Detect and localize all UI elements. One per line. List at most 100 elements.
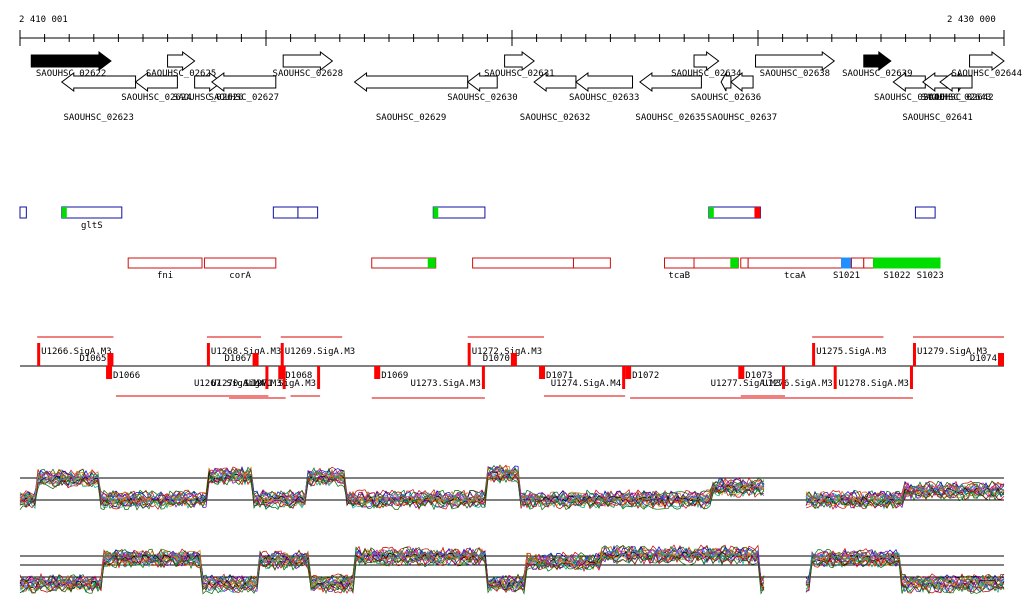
expression-trace [805, 557, 1005, 594]
terminator-marker [625, 366, 632, 379]
transcript-label: U1267.SigA.M4 [194, 379, 264, 389]
transcript-label: U1269.SigA.M3 [285, 347, 355, 357]
gene-arrow [693, 51, 720, 71]
gene-label: SAOUHSC_02627 [209, 93, 279, 103]
blue-feature-box [297, 206, 319, 219]
red-feature-label: S1021 [833, 271, 860, 281]
transcript-label: D1073 [745, 371, 772, 381]
green-marker [427, 258, 436, 268]
blue-feature-box [432, 206, 486, 219]
gene-arrow [939, 72, 973, 92]
gene-label: SAOUHSC_02636 [691, 93, 761, 103]
red-feature-box [203, 257, 277, 269]
expression-trace [805, 484, 1005, 506]
blue-feature-box [708, 206, 761, 219]
gene-label: SAOUHSC_02638 [760, 69, 830, 79]
red-feature-box [747, 257, 843, 269]
blue-feature-label: gltS [81, 221, 103, 231]
promoter-marker [833, 366, 837, 389]
red-feature-track: fni corA tcaB tcaA S1021 S1022 S1023 [127, 257, 944, 281]
gene-arrow [863, 51, 892, 71]
gene-arrow [194, 72, 223, 92]
gene-label: SAOUHSC_02622 [36, 69, 106, 79]
gene-label: SAOUHSC_02626 [173, 93, 243, 103]
gene-label: SAOUHSC_02623 [63, 113, 133, 123]
red-feature-box [919, 257, 941, 269]
gene-arrow [60, 72, 137, 92]
gene-arrow [720, 72, 732, 92]
expression-trace [19, 546, 765, 586]
promoter-marker [909, 366, 913, 389]
red-marker [754, 207, 761, 218]
gene-arrow [466, 72, 498, 92]
promoter-marker [206, 343, 210, 366]
gene-arrow [575, 72, 634, 92]
terminator-marker [738, 366, 745, 379]
green-marker [433, 207, 439, 218]
gene-track: SAOUHSC_02622SAOUHSC_02623SAOUHSC_02624S… [30, 51, 1022, 123]
transcript-label: D1065 [79, 354, 106, 364]
terminator-marker [252, 353, 259, 366]
transcript-label: U1274.SigA.M4 [551, 379, 621, 389]
gene-label: SAOUHSC_02625 [146, 69, 216, 79]
red-feature-box [472, 257, 574, 269]
gene-label: SAOUHSC_02642 [923, 93, 993, 103]
promoter-marker [317, 366, 321, 389]
expression-trace [805, 491, 1005, 510]
red-feature-box [127, 257, 203, 269]
gene-label: SAOUHSC_02633 [569, 93, 639, 103]
transcript-label: U1270.SigA.M3 [211, 379, 281, 389]
promoter-marker [622, 366, 626, 389]
green-marker [708, 207, 714, 218]
expression-trace [19, 473, 765, 510]
terminator-marker [374, 366, 381, 379]
gene-label: SAOUHSC_02643 [921, 93, 991, 103]
expression-trace [805, 549, 1005, 586]
transcript-label: U1272.SigA.M3 [472, 347, 542, 357]
expression-track [19, 464, 1005, 595]
red-feature-box [371, 257, 437, 269]
gene-label: SAOUHSC_02624 [121, 93, 191, 103]
expression-trace [19, 554, 765, 595]
transcript-label: D1069 [381, 371, 408, 381]
promoter-marker [481, 366, 485, 389]
blue-feature-box [914, 206, 936, 219]
gene-arrow [353, 72, 469, 92]
terminator-marker [998, 353, 1004, 366]
green-marker [61, 207, 67, 218]
gene-arrow [892, 72, 926, 92]
expression-trace [19, 550, 765, 590]
blue-feature-box [61, 206, 123, 219]
red-feature-box [740, 257, 749, 269]
transcript-label: U1278.SigA.M3 [839, 379, 909, 389]
transcript-label: D1071 [546, 371, 573, 381]
ruler-ticks [19, 30, 1005, 46]
gene-label: SAOUHSC_02630 [447, 93, 517, 103]
transcript-label: D1074 [970, 354, 997, 364]
gene-arrow [134, 72, 178, 92]
red-feature-box [863, 257, 875, 269]
terminator-marker [510, 353, 517, 366]
gene-arrow [504, 51, 535, 71]
terminator-marker [106, 366, 113, 379]
gene-label: SAOUHSC_02637 [707, 113, 777, 123]
red-feature-box [850, 257, 865, 269]
ruler-start-label: 2 410 001 [19, 15, 68, 25]
blue-feature-box [19, 206, 27, 219]
gene-arrow [730, 71, 754, 93]
blue-feature-track: gltS [19, 206, 936, 231]
expression-trace [805, 550, 1005, 587]
red-feature-box [873, 257, 921, 269]
red-feature-label: tcaB [668, 271, 690, 281]
transcript-label: U1277.SigA.M3 [711, 379, 781, 389]
transcript-label: D1068 [285, 371, 312, 381]
transcript-label: D1067 [224, 354, 251, 364]
gene-label: SAOUHSC_02644 [952, 69, 1022, 79]
terminator-marker [107, 353, 114, 366]
red-feature-label: corA [229, 271, 251, 281]
ruler-end-label: 2 430 000 [947, 15, 996, 25]
transcript-label: U1276.SigA.M3 [762, 379, 832, 389]
gene-label: SAOUHSC_02640 [874, 93, 944, 103]
transcript-label: U1271.SigA.M3 [246, 379, 316, 389]
